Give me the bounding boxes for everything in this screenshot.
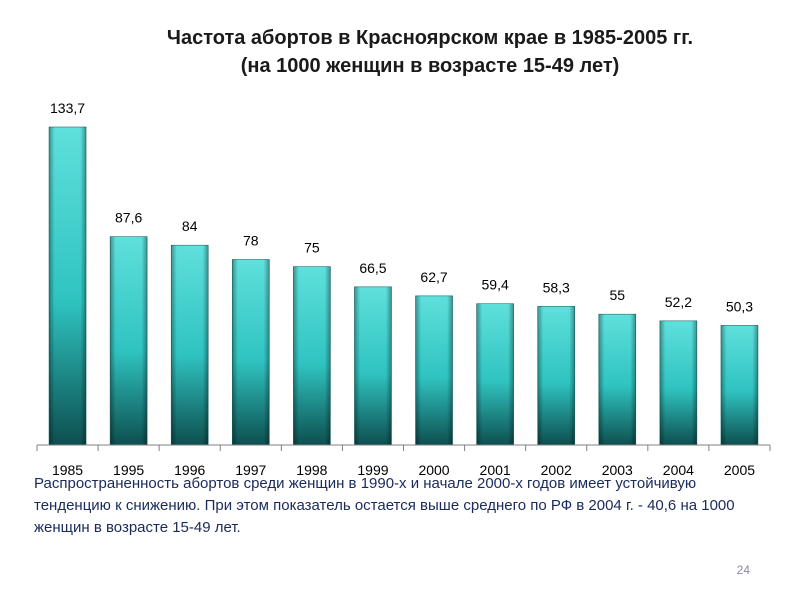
bar-shade-2003: [598, 314, 636, 445]
bars-layer: [48, 126, 759, 446]
x-tick-label-1995: 1995: [113, 462, 144, 478]
labels-layer: 133,7 1985 87,6 1995 84 1996 78 1997 75 1998 66,5 1…: [50, 100, 755, 478]
data-label-2000: 62,7: [420, 269, 447, 285]
x-tick-label-1999: 1999: [357, 462, 388, 478]
data-label-1998: 75: [304, 240, 320, 256]
data-label-1999: 66,5: [359, 260, 386, 276]
bar-shade-1998: [293, 266, 331, 445]
title-line-2: (на 1000 женщин в возрасте 15-49 лет): [240, 55, 620, 77]
x-tick-label-1998: 1998: [296, 462, 327, 478]
x-tick-label-2000: 2000: [418, 462, 449, 478]
data-label-1995: 87,6: [115, 210, 142, 226]
data-label-2002: 58,3: [543, 279, 570, 295]
title-line-1: Частота абортов в Красноярском крае в 19…: [166, 27, 694, 49]
slide-title: Частота абортов в Красноярском крае в 19…: [60, 24, 800, 80]
page-number: 24: [736, 563, 750, 577]
x-tick-label-1997: 1997: [235, 462, 266, 478]
x-tick-label-2004: 2004: [663, 462, 694, 478]
bar-shade-2000: [415, 295, 453, 445]
bar-shade-2001: [476, 303, 514, 445]
bar-shade-2002: [537, 306, 575, 445]
bar-shade-1985: [49, 127, 87, 445]
data-label-2003: 55: [610, 287, 626, 303]
x-tick-label-2005: 2005: [724, 462, 755, 478]
axis-layer: [36, 444, 771, 451]
data-label-2004: 52,2: [665, 294, 692, 310]
bar-shade-2004: [659, 320, 697, 445]
data-label-1997: 78: [243, 232, 259, 248]
note-text: Распространенность абортов среди женщин …: [34, 475, 735, 536]
x-tick-label-2003: 2003: [602, 462, 633, 478]
data-label-1996: 84: [182, 218, 198, 234]
data-label-2005: 50,3: [726, 298, 753, 314]
x-tick-label-1996: 1996: [174, 462, 205, 478]
bar-shade-2005: [720, 325, 758, 445]
data-label-2001: 59,4: [482, 277, 509, 293]
bar-shade-1997: [232, 259, 270, 445]
bar-shade-1995: [110, 236, 148, 445]
x-tick-label-2002: 2002: [541, 462, 572, 478]
data-label-1985: 133,7: [50, 100, 85, 116]
x-tick-label-1985: 1985: [52, 462, 83, 478]
bar-shade-1999: [354, 286, 392, 445]
bar-shade-1996: [171, 245, 209, 445]
x-tick-label-2001: 2001: [480, 462, 511, 478]
